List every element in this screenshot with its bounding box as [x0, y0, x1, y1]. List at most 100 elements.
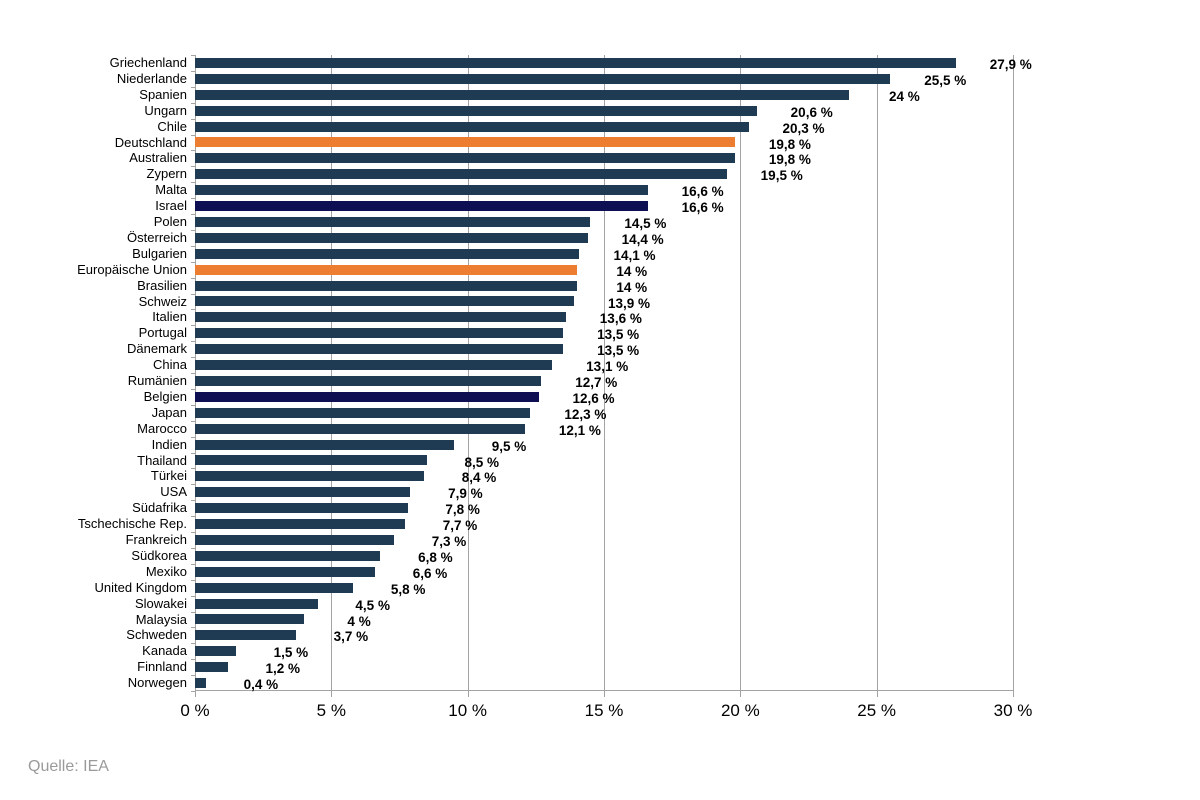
bar-value-label: 9,5 % — [491, 438, 527, 454]
y-axis-tick — [191, 436, 195, 438]
y-axis-tick — [191, 516, 195, 518]
x-axis-tick-label: 15 % — [584, 701, 624, 720]
bar-value-label: 5,8 % — [390, 581, 426, 597]
category-label: Tschechische Rep. — [77, 516, 187, 532]
bar-ungarn — [195, 105, 757, 116]
bar-united-kingdom — [195, 582, 354, 593]
x-axis-tick-label: 0 % — [180, 701, 210, 720]
category-label: USA — [160, 484, 187, 500]
bar-value-label: 25,5 % — [924, 72, 967, 88]
x-axis-tick — [876, 691, 878, 697]
bar-griechenland — [195, 57, 956, 68]
gridline — [467, 55, 469, 691]
category-label: Finnland — [137, 659, 187, 675]
bar-israel — [195, 201, 648, 212]
bar-s-dafrika — [195, 503, 408, 514]
y-axis-tick — [191, 166, 195, 168]
bar-value-label: 13,5 % — [597, 343, 640, 359]
bar-malaysia — [195, 614, 305, 625]
y-axis-tick — [191, 579, 195, 581]
y-axis-tick — [191, 55, 195, 56]
y-axis-tick — [191, 277, 195, 279]
category-label: Österreich — [127, 229, 187, 245]
y-axis-tick — [191, 118, 195, 120]
category-label: United Kingdom — [94, 579, 188, 595]
y-axis-tick — [191, 102, 195, 104]
category-label: Schweiz — [138, 293, 187, 309]
y-axis-tick — [191, 86, 195, 88]
category-label: China — [153, 357, 187, 373]
bar-japan — [195, 407, 531, 418]
bar-value-label: 8,5 % — [464, 454, 500, 470]
category-label: Brasilien — [137, 277, 187, 293]
category-label: Marocco — [137, 420, 187, 436]
bar-value-label: 24 % — [889, 88, 920, 104]
x-axis-tick — [604, 691, 605, 697]
bar-value-label: 13,6 % — [599, 311, 642, 327]
bar-value-label: 19,8 % — [768, 152, 811, 168]
y-axis-tick — [191, 229, 195, 231]
bar-usa — [195, 487, 411, 498]
y-axis-tick — [191, 627, 195, 629]
category-label: Frankreich — [125, 532, 187, 547]
category-label: Schweden — [126, 627, 187, 643]
category-label: Japan — [151, 404, 187, 420]
bar-norwegen — [195, 678, 206, 689]
bar-d-nemark — [195, 344, 564, 355]
bar-brasilien — [195, 280, 577, 291]
category-label: Belgien — [143, 388, 187, 404]
category-label: Mexiko — [145, 563, 187, 579]
bar-value-label: 14,4 % — [621, 231, 664, 247]
bar-polen — [195, 216, 591, 227]
category-label: Deutschland — [114, 134, 187, 150]
category-label: Spanien — [139, 86, 187, 102]
category-label: Slowakei — [134, 595, 187, 611]
bar-value-label: 0,4 % — [243, 677, 279, 693]
y-axis-tick — [191, 182, 195, 184]
x-axis-tick — [740, 691, 742, 697]
bar-indien — [195, 439, 455, 450]
bar-china — [195, 360, 553, 371]
bar-value-label: 16,6 % — [681, 184, 724, 200]
category-label: Portugal — [138, 325, 187, 341]
category-label: Südafrika — [132, 500, 187, 516]
y-axis-tick — [191, 357, 195, 359]
category-label: Malaysia — [135, 611, 187, 627]
y-axis-tick — [191, 404, 195, 406]
gridline — [604, 55, 605, 691]
x-axis-tick — [467, 691, 469, 697]
category-label: Italien — [152, 309, 187, 325]
category-label: Niederlande — [116, 70, 187, 86]
bar-portugal — [195, 328, 564, 339]
bar--sterreich — [195, 232, 588, 243]
bar-value-label: 7,8 % — [445, 502, 480, 518]
category-label: Ungarn — [144, 102, 187, 118]
bar-belgien — [195, 391, 539, 402]
bar-finnland — [195, 662, 228, 673]
y-axis-tick — [191, 611, 195, 613]
bar-deutschland — [195, 137, 735, 148]
bar-value-label: 8,4 % — [461, 470, 497, 486]
category-label: Türkei — [150, 468, 187, 484]
category-label: Indien — [151, 436, 187, 452]
bar-value-label: 7,3 % — [431, 534, 467, 549]
category-label: Chile — [157, 118, 187, 134]
bar-italien — [195, 312, 566, 323]
bar-value-label: 14,5 % — [624, 216, 667, 231]
bar-t-rkei — [195, 471, 425, 482]
y-axis-tick — [191, 532, 195, 533]
bar-value-label: 13,1 % — [586, 359, 629, 375]
x-axis-tick — [195, 691, 196, 697]
bar-value-label: 14,1 % — [613, 247, 656, 263]
category-label: Dänemark — [127, 341, 187, 357]
bar-value-label: 4 % — [347, 613, 371, 629]
y-axis-tick — [191, 293, 195, 295]
bar-chile — [195, 121, 749, 132]
bar-value-label: 16,6 % — [681, 200, 724, 216]
y-axis-tick — [191, 214, 195, 215]
source-caption: Quelle: IEA — [28, 758, 109, 775]
bar-value-label: 12,1 % — [558, 422, 601, 438]
gridline — [331, 55, 333, 691]
bar-value-label: 19,5 % — [760, 168, 803, 184]
